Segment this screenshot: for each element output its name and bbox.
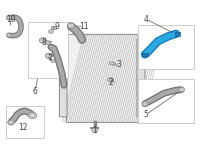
Bar bbox=[175, 32, 180, 36]
Bar bbox=[51, 26, 56, 29]
Circle shape bbox=[8, 120, 14, 125]
Circle shape bbox=[7, 34, 11, 37]
Bar bbox=[28, 22, 68, 78]
Text: 10: 10 bbox=[6, 15, 16, 24]
Text: 5: 5 bbox=[144, 110, 148, 119]
Text: 8: 8 bbox=[42, 38, 46, 47]
Text: 3: 3 bbox=[117, 60, 121, 69]
Circle shape bbox=[39, 38, 47, 43]
Bar bbox=[66, 34, 138, 122]
Circle shape bbox=[45, 41, 50, 44]
Text: 4: 4 bbox=[144, 15, 148, 24]
FancyBboxPatch shape bbox=[137, 39, 145, 117]
Circle shape bbox=[28, 112, 37, 119]
Text: 2: 2 bbox=[109, 78, 113, 87]
Circle shape bbox=[51, 60, 55, 62]
Text: 1: 1 bbox=[93, 126, 97, 135]
Polygon shape bbox=[107, 78, 114, 82]
Circle shape bbox=[142, 102, 148, 106]
Circle shape bbox=[45, 53, 53, 59]
Text: 11: 11 bbox=[79, 22, 89, 31]
FancyBboxPatch shape bbox=[59, 39, 67, 117]
Circle shape bbox=[67, 23, 75, 28]
Circle shape bbox=[92, 128, 98, 132]
Text: 6: 6 bbox=[33, 87, 37, 96]
Text: 9: 9 bbox=[55, 22, 59, 31]
Bar bbox=[6, 106, 44, 138]
Bar bbox=[138, 79, 194, 123]
Circle shape bbox=[30, 114, 35, 117]
Bar bbox=[142, 53, 148, 56]
Circle shape bbox=[49, 30, 53, 33]
Bar bbox=[138, 25, 194, 69]
Text: 7: 7 bbox=[48, 54, 52, 63]
Circle shape bbox=[179, 87, 185, 92]
Text: 12: 12 bbox=[18, 123, 28, 132]
Circle shape bbox=[7, 16, 11, 19]
Bar bbox=[66, 34, 138, 122]
Polygon shape bbox=[109, 62, 116, 65]
